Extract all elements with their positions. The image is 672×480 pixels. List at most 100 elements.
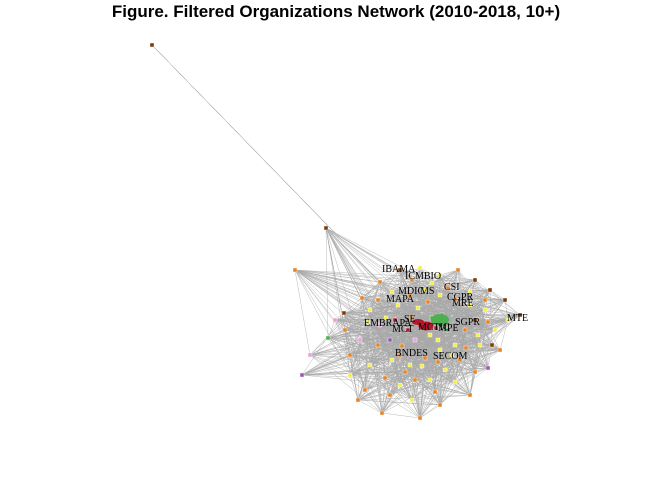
edge — [437, 329, 466, 341]
edge — [349, 354, 393, 361]
edge — [487, 344, 493, 369]
edge — [343, 312, 439, 363]
edge — [435, 314, 521, 329]
edge — [474, 279, 509, 321]
edge — [349, 374, 421, 419]
edge — [377, 291, 471, 301]
edge — [325, 227, 489, 323]
network-node — [477, 342, 483, 348]
edge — [357, 361, 439, 401]
network-node — [415, 305, 421, 311]
network-node — [377, 322, 383, 328]
edge — [377, 299, 429, 303]
edge — [344, 329, 351, 356]
edge — [447, 304, 471, 331]
edge — [407, 301, 429, 331]
edge — [427, 301, 489, 323]
edge — [369, 317, 387, 366]
network-node — [417, 265, 423, 271]
network-node — [325, 335, 331, 341]
edge — [294, 269, 371, 366]
edge — [357, 291, 393, 401]
network-node — [467, 392, 473, 398]
edge — [447, 299, 506, 331]
network-nodes — [149, 42, 523, 421]
hub-node — [431, 314, 449, 326]
node-label: MAPA — [386, 294, 415, 305]
edge — [301, 361, 439, 376]
network-node — [149, 42, 155, 48]
edge — [391, 289, 491, 293]
network-node — [323, 225, 329, 231]
edge — [391, 291, 419, 309]
edge — [344, 317, 387, 331]
edge — [435, 319, 476, 329]
edge — [401, 307, 419, 347]
edge — [451, 319, 476, 356]
edge — [434, 347, 467, 393]
network-node — [472, 277, 478, 283]
network-node — [341, 310, 347, 316]
network-node — [457, 357, 463, 363]
edge — [309, 354, 386, 379]
edge — [435, 299, 506, 329]
edge — [414, 379, 471, 396]
node-label: SECOM — [433, 351, 468, 362]
network-node — [437, 402, 443, 408]
network-node — [437, 347, 443, 353]
edge — [367, 321, 423, 367]
edge — [349, 354, 421, 419]
edge — [364, 321, 369, 391]
edge — [385, 317, 439, 363]
edge — [401, 345, 476, 373]
node-label: MS — [420, 286, 434, 297]
network-node — [387, 337, 393, 343]
network-node — [292, 267, 298, 273]
network-node — [502, 297, 508, 303]
edge — [417, 299, 456, 309]
node-label: MPE — [438, 323, 459, 334]
network-node — [432, 389, 438, 395]
node-label: ICMBIO — [405, 271, 441, 282]
edge — [399, 269, 403, 347]
node-label: IBAMA — [382, 264, 416, 275]
edge — [434, 334, 479, 393]
network-node — [365, 319, 371, 325]
network-node — [367, 307, 373, 313]
edge — [439, 319, 509, 406]
edge — [411, 299, 456, 319]
network-node — [397, 267, 403, 273]
edge — [381, 412, 421, 419]
edge — [309, 354, 383, 414]
network-node — [455, 267, 461, 273]
edge — [421, 301, 429, 367]
edge — [404, 371, 441, 406]
edge — [349, 299, 379, 376]
network-node — [387, 392, 393, 398]
node-label: MRE — [452, 298, 474, 309]
edge — [411, 379, 416, 401]
network-node — [437, 272, 443, 278]
network-node — [389, 357, 395, 363]
edge — [427, 301, 471, 306]
edge — [439, 371, 476, 406]
edge — [447, 287, 486, 301]
network-node — [392, 317, 398, 323]
node-label: BNDES — [395, 348, 428, 359]
edge — [437, 319, 476, 341]
edge — [417, 307, 509, 321]
network-node — [463, 345, 469, 351]
network-node — [299, 372, 305, 378]
edge — [421, 361, 439, 367]
edge — [391, 347, 467, 361]
edge — [447, 329, 471, 396]
network-node — [445, 327, 451, 333]
edge — [439, 274, 486, 301]
network-node — [475, 332, 481, 338]
network-node — [467, 289, 473, 295]
network-node — [359, 295, 365, 301]
network-node — [395, 302, 401, 308]
node-label: SE — [404, 314, 416, 325]
network-node — [472, 369, 478, 375]
